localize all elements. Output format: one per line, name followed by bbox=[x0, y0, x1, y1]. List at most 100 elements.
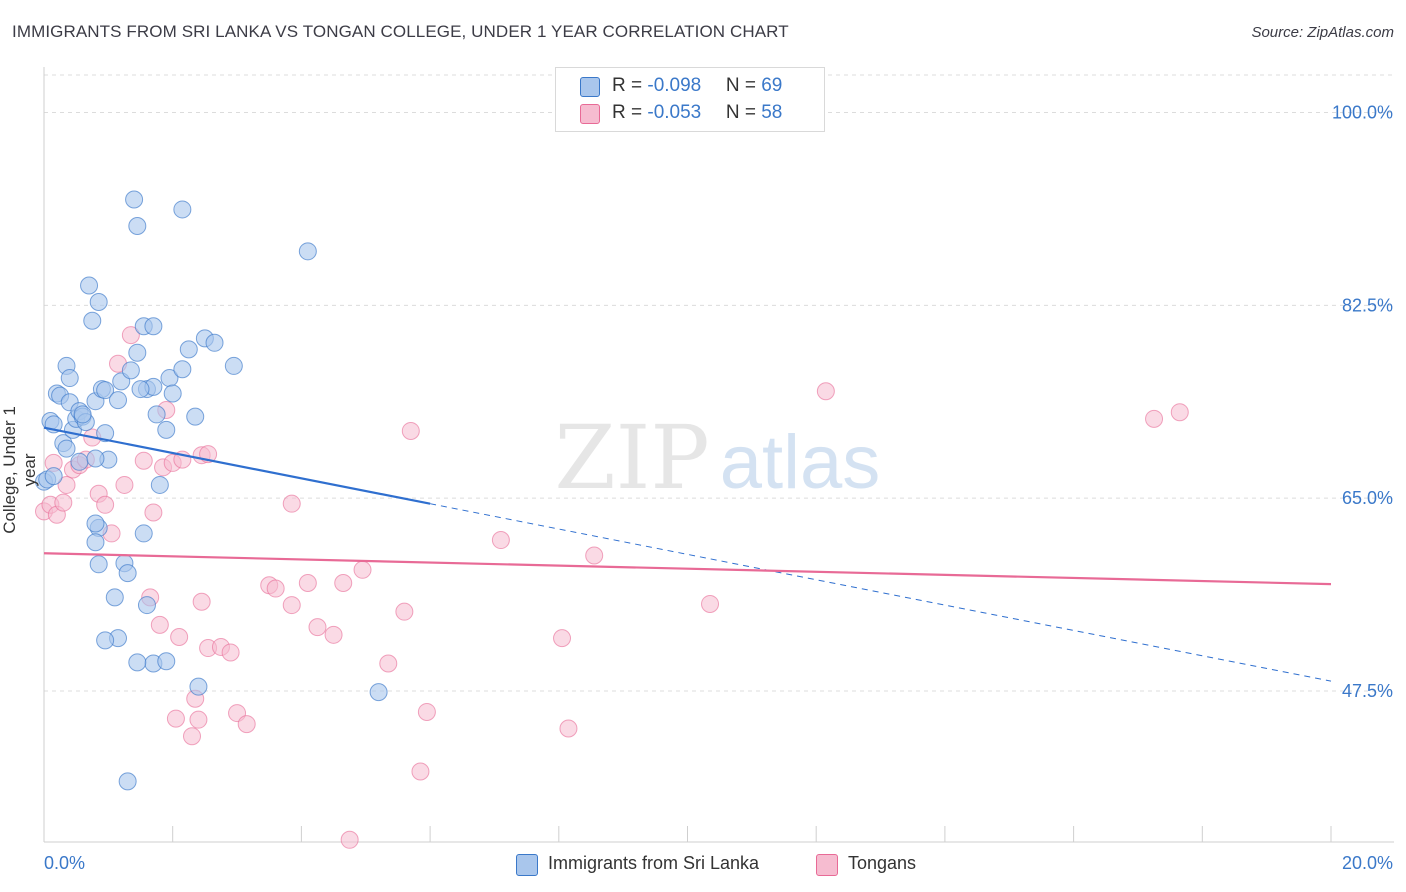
sri-lanka-point bbox=[137, 596, 156, 615]
sri-lanka-point bbox=[369, 683, 388, 702]
tongans-point bbox=[54, 493, 73, 512]
x-tick-labels: 0.0% 20.0% bbox=[44, 853, 1393, 873]
legend-pink-r-label: R = bbox=[612, 102, 648, 123]
sri-lanka-point bbox=[147, 405, 166, 424]
sri-lanka-point bbox=[131, 380, 150, 399]
tongans-point bbox=[282, 596, 301, 615]
tongans-point bbox=[816, 382, 835, 401]
sri-lanka-point bbox=[86, 514, 105, 533]
legend-blue-n-label: N = bbox=[725, 75, 762, 96]
tongans-point bbox=[701, 594, 720, 613]
sri-lanka-point bbox=[173, 200, 192, 219]
series-swatch-pink bbox=[816, 854, 838, 876]
y-tick-label: 100.0% bbox=[1332, 102, 1393, 122]
sri-lanka-point bbox=[298, 242, 317, 261]
y-tick-labels: 100.0% 82.5% 65.0% 47.5% bbox=[1332, 102, 1393, 701]
sri-lanka-point bbox=[144, 317, 163, 336]
legend-pink-n-value: 58 bbox=[761, 102, 783, 123]
sri-lanka-point bbox=[186, 407, 205, 426]
series-swatch-blue bbox=[516, 854, 538, 876]
sri-lanka-point bbox=[86, 533, 105, 552]
trend-lines bbox=[43, 426, 1332, 682]
legend-blue-r-label: R = bbox=[612, 75, 648, 96]
tongans-point bbox=[585, 546, 604, 565]
sri-lanka-point bbox=[89, 555, 108, 574]
tongans-point bbox=[282, 494, 301, 513]
tongans-point bbox=[1170, 403, 1189, 422]
tongans-point bbox=[192, 592, 211, 611]
sri-lanka-point bbox=[57, 439, 76, 458]
watermark-atlas: atlas bbox=[720, 420, 881, 505]
tongans-point bbox=[237, 715, 256, 734]
series-label-blue: Immigrants from Sri Lanka bbox=[548, 853, 760, 873]
sri-lanka-point bbox=[60, 369, 79, 388]
sri-lanka-point bbox=[128, 216, 147, 235]
y-tick-label: 65.0% bbox=[1342, 488, 1393, 508]
tongans-point bbox=[411, 762, 430, 781]
tongans-point bbox=[553, 629, 572, 648]
tongans-trend bbox=[43, 552, 1332, 586]
tongans-point bbox=[166, 709, 185, 728]
sri-lanka-point bbox=[121, 361, 140, 380]
sri-lanka-trend-dashed bbox=[430, 503, 1332, 682]
tongans-point bbox=[221, 643, 240, 662]
tongans-point bbox=[183, 727, 202, 746]
legend-blue-r-value: -0.098 bbox=[647, 75, 702, 96]
series-label-pink: Tongans bbox=[848, 853, 917, 873]
sri-lanka-point bbox=[109, 391, 128, 410]
tongans-points bbox=[35, 326, 1189, 849]
tongans-point bbox=[115, 475, 134, 494]
y-axis-label: College, Under 1 year bbox=[0, 406, 39, 534]
chart-title: IMMIGRANTS FROM SRI LANKA VS TONGAN COLL… bbox=[12, 22, 789, 41]
sri-lanka-point bbox=[173, 360, 192, 379]
sri-lanka-point bbox=[96, 424, 115, 443]
sri-lanka-point bbox=[118, 564, 137, 583]
sri-lanka-point bbox=[105, 588, 124, 607]
y-tick-label: 82.5% bbox=[1342, 295, 1393, 315]
correlation-legend: R = -0.098 N = 69 R = -0.053 N = 58 bbox=[555, 67, 825, 132]
sri-lanka-point bbox=[118, 772, 137, 791]
sri-lanka-point bbox=[189, 677, 208, 696]
tongans-point bbox=[266, 579, 285, 598]
sri-lanka-point bbox=[44, 467, 63, 486]
series-legend: Immigrants from Sri Lanka Tongans bbox=[0, 852, 1406, 878]
sri-lanka-point bbox=[73, 405, 92, 424]
sri-lanka-point bbox=[163, 384, 182, 403]
sri-lanka-point bbox=[157, 652, 176, 671]
x-tick-label-right: 20.0% bbox=[1342, 853, 1393, 873]
sri-lanka-point bbox=[179, 340, 198, 359]
tongans-point bbox=[417, 702, 436, 721]
sri-lanka-point bbox=[125, 190, 144, 209]
sri-lanka-point bbox=[128, 653, 147, 672]
tongans-point bbox=[170, 628, 189, 647]
legend-blue-n-value: 69 bbox=[761, 75, 783, 96]
watermark-zip: ZIP bbox=[554, 406, 709, 509]
tongans-point bbox=[57, 475, 76, 494]
legend-pink-r-value: -0.053 bbox=[647, 102, 702, 123]
tongans-point bbox=[308, 618, 327, 637]
legend-swatch-pink bbox=[580, 104, 600, 124]
tongans-point bbox=[298, 574, 317, 593]
y-tick-label: 47.5% bbox=[1342, 681, 1393, 701]
source-label: Source: ZipAtlas.com bbox=[1251, 24, 1394, 41]
tongans-point bbox=[340, 830, 359, 849]
tongans-point bbox=[491, 531, 510, 550]
sri-lanka-point bbox=[96, 381, 115, 400]
tongans-point bbox=[395, 602, 414, 621]
axes bbox=[43, 67, 1394, 843]
tongans-point bbox=[134, 451, 153, 470]
sri-lanka-point bbox=[96, 631, 115, 650]
watermark: ZIP atlas bbox=[554, 406, 880, 509]
sri-lanka-point bbox=[70, 452, 89, 471]
legend-swatch-blue bbox=[580, 77, 600, 97]
sri-lanka-point bbox=[150, 475, 169, 494]
sri-lanka-point bbox=[86, 449, 105, 468]
sri-lanka-point bbox=[83, 311, 102, 330]
x-tick-label-left: 0.0% bbox=[44, 853, 85, 873]
tongans-point bbox=[150, 615, 169, 634]
tongans-point bbox=[379, 654, 398, 673]
sri-lanka-points bbox=[35, 190, 388, 791]
sri-lanka-point bbox=[224, 356, 243, 375]
tongans-point bbox=[353, 560, 372, 579]
